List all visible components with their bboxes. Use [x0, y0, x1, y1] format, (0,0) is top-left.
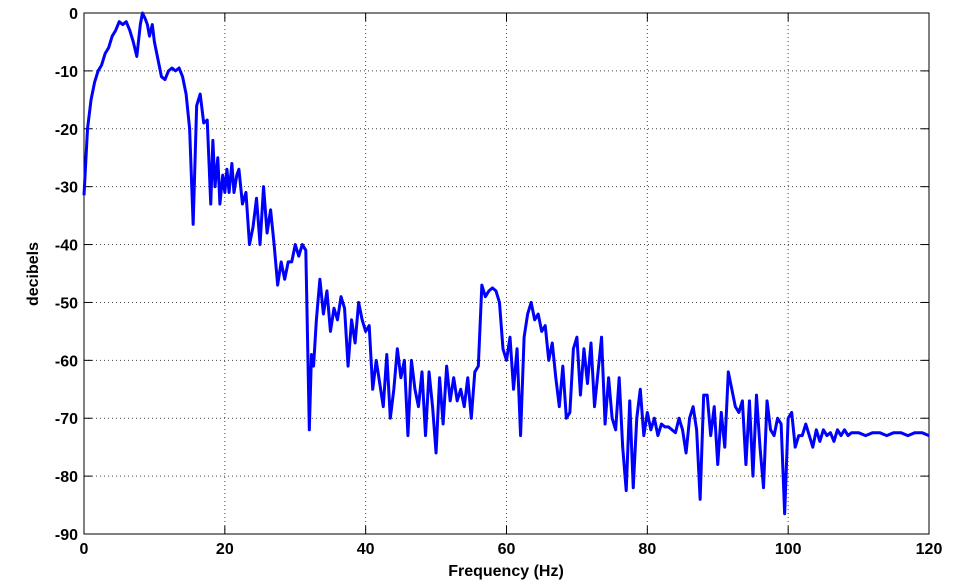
y-tick-label: 0	[69, 6, 78, 23]
x-tick-label: 80	[638, 541, 656, 558]
y-tick-label: -80	[55, 469, 78, 486]
y-tick-label: -70	[55, 411, 78, 428]
x-tick-label: 60	[498, 541, 516, 558]
x-tick-label: 120	[916, 541, 943, 558]
plot-frame	[83, 12, 930, 535]
y-tick-label: -90	[55, 527, 78, 544]
y-tick-label: -40	[55, 238, 78, 255]
x-tick-label: 100	[775, 541, 802, 558]
x-tick-label: 20	[216, 541, 234, 558]
x-axis-label: Frequency (Hz)	[448, 563, 564, 580]
y-axis-label: decibels	[25, 242, 42, 306]
y-tick-label: -50	[55, 295, 78, 312]
y-tick-label: -30	[55, 180, 78, 197]
y-tick-label: -10	[55, 64, 78, 81]
data-line	[82, 11, 930, 516]
x-tick-label: 40	[357, 541, 375, 558]
y-tick-label: -60	[55, 353, 78, 370]
x-tick-label: 0	[80, 541, 89, 558]
y-tick-label: -20	[55, 122, 78, 139]
